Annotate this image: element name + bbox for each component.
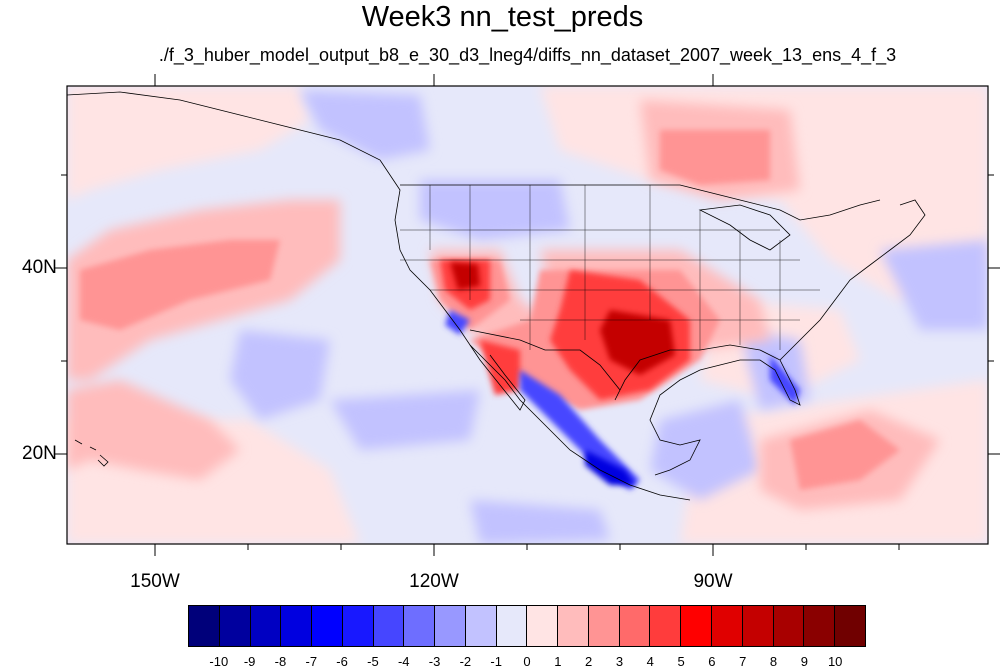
colorbar [188, 605, 866, 647]
colorbar-box [465, 606, 497, 646]
lat-label-40n: 40N [22, 257, 57, 278]
colorbar-box [373, 606, 405, 646]
colorbar-label: -1 [490, 654, 502, 669]
colorbar-label: 2 [585, 654, 593, 669]
colorbar-label: -8 [274, 654, 287, 669]
colorbar-box [681, 606, 713, 646]
colorbar-label: 8 [769, 654, 778, 669]
colorbar-label: 3 [615, 654, 624, 669]
colorbar-label: 9 [800, 654, 808, 669]
axis-ticks [55, 74, 1000, 556]
colorbar-label: 10 [827, 654, 843, 669]
colorbar-box [527, 606, 559, 646]
colorbar-label: -2 [459, 654, 472, 669]
colorbar-box [588, 606, 620, 646]
hawaii-islands [74, 439, 109, 467]
colorbar-label: -9 [243, 654, 256, 669]
negative-core [445, 310, 800, 490]
map-title: Week3 nn_test_preds [361, 1, 644, 33]
baja-california [469, 344, 526, 411]
colorbar-box [804, 606, 836, 646]
colorbar-label: -3 [428, 654, 441, 669]
colorbar-box [312, 606, 343, 646]
anomaly-field [67, 86, 988, 544]
state-borders [400, 185, 820, 350]
colorbar-label: -6 [336, 654, 348, 669]
coastlines [67, 91, 926, 501]
lat-label-20n: 20N [22, 443, 57, 464]
colorbar-label: 0 [523, 654, 531, 669]
colorbar-box [342, 606, 374, 646]
lon-label-90w: 90W [693, 571, 733, 592]
colorbar-box [650, 606, 682, 646]
colorbar-box [496, 606, 528, 646]
negative-extreme [585, 450, 635, 485]
colorbar-label: 7 [739, 654, 747, 669]
colorbar-box [404, 606, 436, 646]
colorbar-box [619, 606, 651, 646]
colorbar-label: -4 [397, 654, 410, 669]
colorbar-box [250, 606, 282, 646]
colorbar-box [742, 606, 774, 646]
colorbar-box [189, 606, 220, 646]
colorbar-box [435, 606, 466, 646]
colorbar-label: -10 [209, 654, 229, 669]
lon-label-150w: 150W [130, 571, 180, 592]
us-canada-border [400, 184, 881, 221]
colorbar-box [281, 606, 313, 646]
colorbar-box [558, 606, 589, 646]
colorbar-box [835, 606, 865, 646]
weak-negative-regions [230, 90, 988, 544]
colorbar-box [219, 606, 251, 646]
us-east-coast [779, 199, 926, 361]
colorbar-label: 6 [708, 654, 716, 669]
colorbar-label: 1 [554, 654, 562, 669]
colorbar-label: 4 [646, 654, 654, 669]
us-mexico-border [469, 329, 621, 391]
map-subtitle: ./f_3_huber_model_output_b8_e_30_d3_lneg… [158, 45, 897, 65]
colorbar-label: -5 [367, 654, 379, 669]
colorbar-label: -7 [305, 654, 318, 669]
north-america-west-coast [67, 91, 691, 501]
colorbar-box [712, 606, 743, 646]
positive-core [450, 262, 675, 375]
colorbar-box [773, 606, 805, 646]
lon-label-120w: 120W [409, 571, 459, 592]
colorbar-label: 5 [677, 654, 685, 669]
map-panel [55, 74, 1000, 556]
